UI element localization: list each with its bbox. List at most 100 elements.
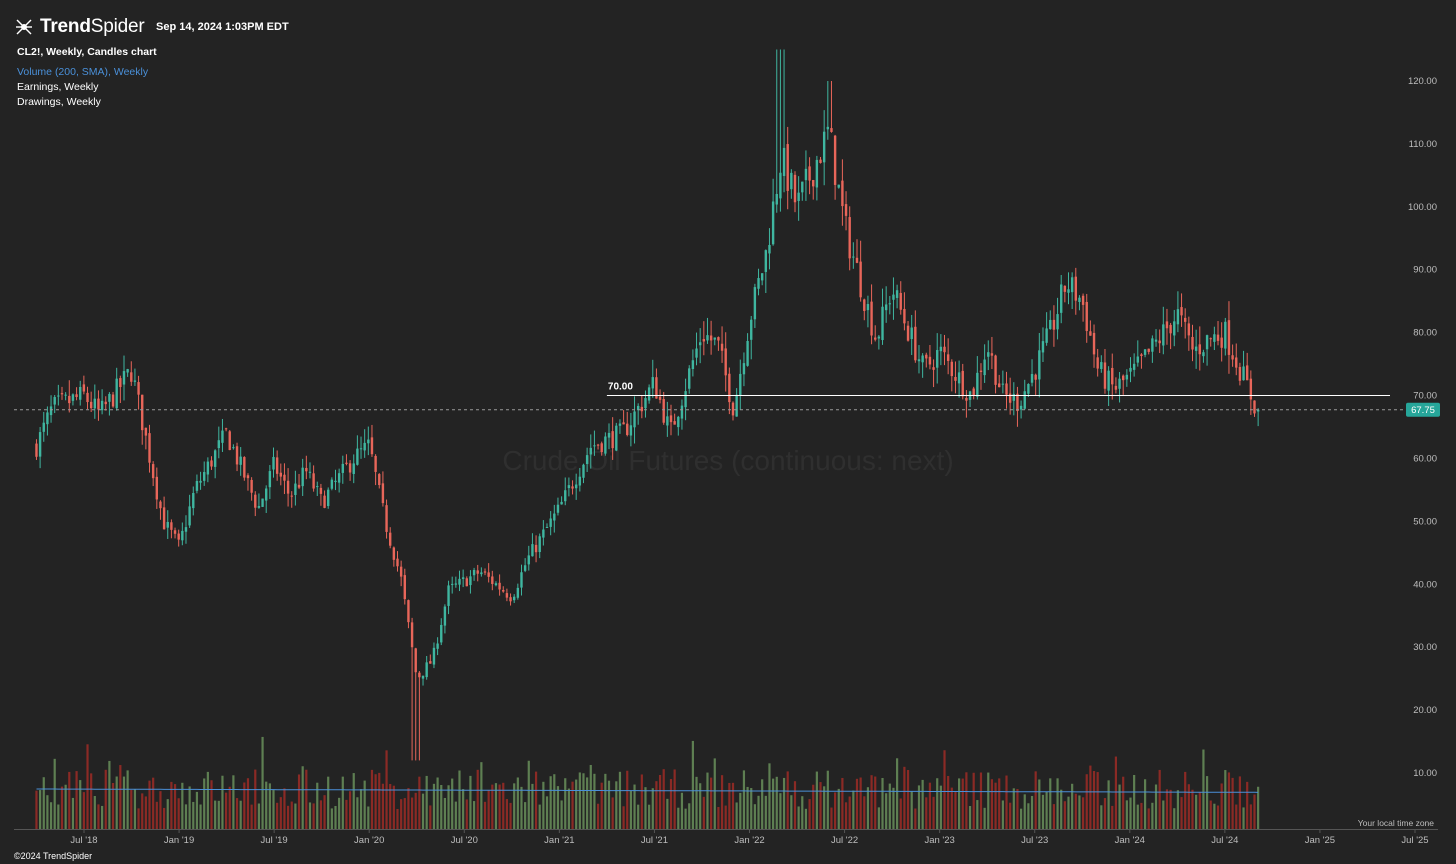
- candle-body: [1147, 348, 1150, 352]
- volume-bar: [327, 776, 330, 829]
- volume-bar: [265, 781, 268, 829]
- volume-bar: [111, 782, 115, 829]
- candle-body: [367, 439, 370, 444]
- volume-bar: [414, 792, 417, 829]
- volume-bar: [217, 800, 220, 829]
- volume-bar: [852, 790, 855, 829]
- candle-body: [1220, 337, 1223, 348]
- volume-bar: [261, 736, 264, 829]
- volume-bar: [998, 778, 1001, 829]
- volume-bar: [965, 772, 968, 829]
- candle-body: [735, 394, 738, 417]
- candle-body: [1256, 409, 1260, 412]
- volume-bar: [458, 770, 461, 829]
- volume-bar: [480, 762, 483, 829]
- candle-body: [1060, 284, 1063, 313]
- volume-bar: [101, 805, 104, 829]
- candle-body: [534, 544, 538, 553]
- candle-body: [830, 128, 833, 132]
- volume-bar: [1118, 784, 1121, 829]
- candle-body: [370, 437, 374, 455]
- volume-bar: [279, 797, 282, 829]
- candle-body: [877, 336, 881, 339]
- volume-bar: [491, 784, 494, 829]
- x-tick-label: Jul '19: [261, 835, 288, 846]
- volume-bar: [943, 750, 946, 829]
- volume-bar: [1107, 780, 1110, 829]
- candle-body: [899, 292, 902, 310]
- volume-bar: [509, 802, 512, 829]
- candle-body: [188, 506, 191, 526]
- candle-body: [1180, 307, 1183, 316]
- candle-body: [797, 192, 800, 201]
- candle-body: [1162, 324, 1165, 346]
- candle-body: [436, 643, 439, 649]
- volume-bar: [1209, 800, 1212, 829]
- candle-body: [549, 518, 552, 527]
- candle-body: [133, 380, 137, 382]
- volume-bar: [841, 777, 844, 829]
- x-tick-label: Jul '21: [641, 835, 668, 846]
- candle-body: [870, 301, 873, 336]
- volume-bar: [947, 775, 950, 829]
- volume-bar: [1074, 793, 1077, 829]
- volume-bar: [742, 770, 746, 829]
- volume-bar: [815, 771, 818, 829]
- volume-bar: [1052, 804, 1056, 829]
- x-tick-label: Jan '25: [1305, 835, 1335, 846]
- candle-body: [115, 378, 118, 409]
- candle-body: [768, 244, 771, 254]
- candle-body: [1129, 367, 1132, 372]
- volume-bar: [42, 777, 45, 829]
- volume-bar: [542, 781, 545, 829]
- candle-body: [1070, 277, 1074, 293]
- candle-body: [593, 445, 596, 447]
- volume-bar: [713, 758, 716, 829]
- candle-body: [739, 373, 742, 396]
- candle-body: [407, 600, 410, 623]
- candle-body: [1074, 276, 1077, 301]
- volume-bar: [575, 779, 578, 829]
- chart-title[interactable]: CL2!, Weekly, Candles chart: [17, 46, 157, 58]
- volume-bar: [691, 740, 694, 829]
- volume-bar: [764, 795, 767, 829]
- volume-bar: [170, 781, 173, 829]
- volume-bar: [677, 807, 680, 829]
- volume-bar: [1165, 789, 1169, 829]
- candle-body: [1016, 393, 1019, 412]
- volume-bar: [739, 792, 742, 829]
- volume-bar: [1071, 783, 1074, 829]
- timezone-label[interactable]: Your local time zone: [1357, 818, 1434, 828]
- volume-bar: [1227, 772, 1231, 829]
- volume-indicator-label[interactable]: Volume (200, SMA), Weekly: [17, 66, 149, 78]
- candle-body: [483, 571, 487, 573]
- candle-body: [217, 440, 221, 449]
- candle-body: [1202, 352, 1205, 357]
- volume-bar: [589, 764, 592, 829]
- volume-bar: [60, 786, 64, 829]
- volume-bar: [534, 771, 538, 829]
- candle-body: [60, 393, 64, 395]
- volume-bar: [928, 782, 932, 829]
- volume-bar: [1034, 771, 1037, 829]
- volume-bar: [834, 792, 837, 829]
- drawings-indicator-label[interactable]: Drawings, Weekly: [17, 96, 101, 108]
- earnings-indicator-label[interactable]: Earnings, Weekly: [17, 81, 99, 93]
- y-tick-label: 70.00: [1413, 391, 1437, 402]
- candle-body: [498, 582, 501, 590]
- candle-body: [574, 484, 578, 489]
- candle-body: [206, 461, 210, 475]
- volume-bar: [801, 796, 804, 829]
- candle-body: [1038, 350, 1041, 380]
- volume-bar: [257, 803, 261, 829]
- candle-body: [232, 447, 235, 449]
- volume-bar: [502, 782, 505, 829]
- brand: TrendSpider: [14, 14, 145, 40]
- candle-body: [148, 433, 151, 463]
- volume-bar: [578, 772, 581, 829]
- volume-bar: [297, 774, 301, 829]
- volume-bar: [593, 773, 596, 829]
- candle-body: [622, 422, 625, 425]
- x-tick-label: Jul '23: [1021, 835, 1048, 846]
